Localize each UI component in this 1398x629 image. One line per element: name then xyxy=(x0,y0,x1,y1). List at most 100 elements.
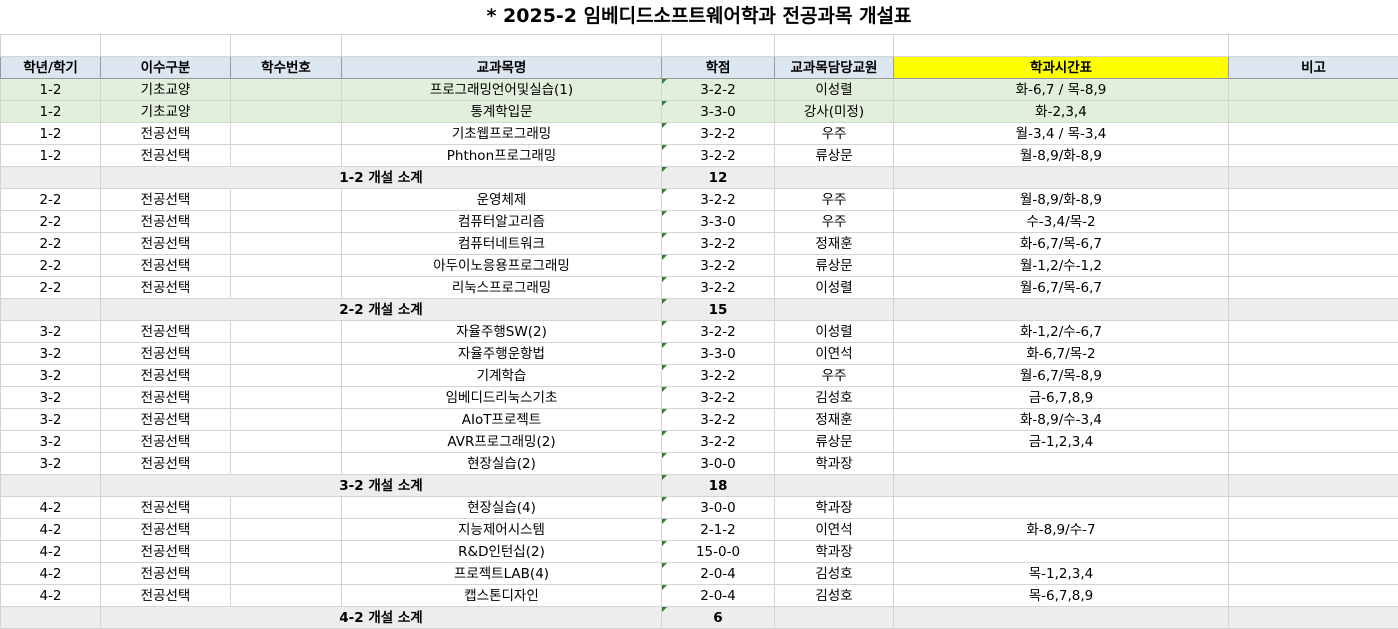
cell-timetable[interactable]: 화-1,2/수-6,7 xyxy=(894,321,1229,343)
cell-timetable[interactable]: 화-6,7/목-2 xyxy=(894,343,1229,365)
cell-credits[interactable]: 3-2-2 xyxy=(662,365,775,387)
cell-course-name[interactable]: 컴퓨터네트워크 xyxy=(342,233,662,255)
header-note[interactable]: 비고 xyxy=(1229,57,1398,79)
cell-year-term[interactable]: 2-2 xyxy=(1,189,101,211)
cell-year-term[interactable]: 1-2 xyxy=(1,79,101,101)
cell-instructor[interactable]: 정재훈 xyxy=(775,409,894,431)
header-credits[interactable]: 학점 xyxy=(662,57,775,79)
cell-timetable[interactable] xyxy=(894,453,1229,475)
cell-year-term[interactable]: 3-2 xyxy=(1,343,101,365)
cell-category[interactable]: 전공선택 xyxy=(101,255,231,277)
cell-timetable[interactable]: 목-6,7,8,9 xyxy=(894,585,1229,607)
header-category[interactable]: 이수구분 xyxy=(101,57,231,79)
cell-timetable[interactable]: 금-6,7,8,9 xyxy=(894,387,1229,409)
cell-note[interactable] xyxy=(1229,255,1398,277)
cell-course-no[interactable] xyxy=(231,453,342,475)
cell-course-name[interactable]: AIoT프로젝트 xyxy=(342,409,662,431)
cell-year-term[interactable]: 2-2 xyxy=(1,233,101,255)
cell-course-no[interactable] xyxy=(231,79,342,101)
cell-year-term[interactable]: 2-2 xyxy=(1,211,101,233)
cell-course-name[interactable]: 프로젝트LAB(4) xyxy=(342,563,662,585)
subtotal-label[interactable]: 3-2 개설 소계 xyxy=(101,475,662,497)
cell-course-name[interactable]: 기초웹프로그래밍 xyxy=(342,123,662,145)
cell-timetable[interactable] xyxy=(894,497,1229,519)
cell-course-no[interactable] xyxy=(231,519,342,541)
cell-course-name[interactable]: Phthon프로그래밍 xyxy=(342,145,662,167)
subtotal-empty-cell[interactable] xyxy=(775,475,894,497)
cell-note[interactable] xyxy=(1229,431,1398,453)
cell-course-name[interactable]: 프로그래밍언어및실습(1) xyxy=(342,79,662,101)
cell-category[interactable]: 전공선택 xyxy=(101,563,231,585)
cell-category[interactable]: 전공선택 xyxy=(101,387,231,409)
cell-instructor[interactable]: 이연석 xyxy=(775,343,894,365)
subtotal-label[interactable]: 4-2 개설 소계 xyxy=(101,607,662,629)
subtotal-empty-cell[interactable] xyxy=(1,299,101,321)
cell-course-no[interactable] xyxy=(231,233,342,255)
cell-year-term[interactable]: 3-2 xyxy=(1,409,101,431)
cell-credits[interactable]: 3-2-2 xyxy=(662,255,775,277)
cell-credits[interactable]: 3-3-0 xyxy=(662,211,775,233)
cell-note[interactable] xyxy=(1229,145,1398,167)
cell-year-term[interactable]: 3-2 xyxy=(1,321,101,343)
cell-year-term[interactable]: 4-2 xyxy=(1,585,101,607)
cell-category[interactable]: 전공선택 xyxy=(101,519,231,541)
cell-instructor[interactable]: 학과장 xyxy=(775,497,894,519)
cell-credits[interactable]: 3-2-2 xyxy=(662,233,775,255)
subtotal-empty-cell[interactable] xyxy=(894,607,1229,629)
header-instructor[interactable]: 교과목담당교원 xyxy=(775,57,894,79)
cell-course-name[interactable]: 캡스톤디자인 xyxy=(342,585,662,607)
cell-timetable[interactable]: 월-8,9/화-8,9 xyxy=(894,145,1229,167)
cell-instructor[interactable]: 정재훈 xyxy=(775,233,894,255)
cell-timetable[interactable]: 월-6,7/목-8,9 xyxy=(894,365,1229,387)
cell-category[interactable]: 전공선택 xyxy=(101,431,231,453)
cell-timetable[interactable]: 월-6,7/목-6,7 xyxy=(894,277,1229,299)
subtotal-empty-cell[interactable] xyxy=(894,299,1229,321)
cell-category[interactable]: 기초교양 xyxy=(101,79,231,101)
cell-course-no[interactable] xyxy=(231,563,342,585)
cell-category[interactable]: 전공선택 xyxy=(101,321,231,343)
cell-instructor[interactable]: 우주 xyxy=(775,211,894,233)
subtotal-value[interactable]: 6 xyxy=(662,607,775,629)
cell-credits[interactable]: 3-3-0 xyxy=(662,343,775,365)
cell-note[interactable] xyxy=(1229,585,1398,607)
cell-year-term[interactable]: 4-2 xyxy=(1,519,101,541)
cell-course-name[interactable]: 아두이노응용프로그래밍 xyxy=(342,255,662,277)
cell-timetable[interactable]: 월-8,9/화-8,9 xyxy=(894,189,1229,211)
cell-course-no[interactable] xyxy=(231,409,342,431)
subtotal-empty-cell[interactable] xyxy=(894,475,1229,497)
cell-category[interactable]: 전공선택 xyxy=(101,211,231,233)
cell-course-name[interactable]: 현장실습(2) xyxy=(342,453,662,475)
cell-credits[interactable]: 3-2-2 xyxy=(662,123,775,145)
cell-credits[interactable]: 3-0-0 xyxy=(662,497,775,519)
cell-category[interactable]: 전공선택 xyxy=(101,233,231,255)
cell-note[interactable] xyxy=(1229,277,1398,299)
cell-note[interactable] xyxy=(1229,563,1398,585)
cell-course-no[interactable] xyxy=(231,541,342,563)
cell-timetable[interactable]: 월-1,2/수-1,2 xyxy=(894,255,1229,277)
cell-instructor[interactable]: 학과장 xyxy=(775,541,894,563)
cell-timetable[interactable]: 화-6,7 / 목-8,9 xyxy=(894,79,1229,101)
cell-course-no[interactable] xyxy=(231,321,342,343)
cell-credits[interactable]: 3-2-2 xyxy=(662,145,775,167)
cell-timetable[interactable]: 월-3,4 / 목-3,4 xyxy=(894,123,1229,145)
cell-timetable[interactable]: 화-2,3,4 xyxy=(894,101,1229,123)
cell-course-name[interactable]: 자율주행SW(2) xyxy=(342,321,662,343)
cell-note[interactable] xyxy=(1229,497,1398,519)
cell-year-term[interactable]: 3-2 xyxy=(1,387,101,409)
cell-credits[interactable]: 3-3-0 xyxy=(662,101,775,123)
cell-timetable[interactable]: 화-6,7/목-6,7 xyxy=(894,233,1229,255)
cell-note[interactable] xyxy=(1229,123,1398,145)
cell-instructor[interactable]: 류상문 xyxy=(775,255,894,277)
cell-category[interactable]: 전공선택 xyxy=(101,189,231,211)
cell-year-term[interactable]: 4-2 xyxy=(1,541,101,563)
cell-instructor[interactable]: 류상문 xyxy=(775,145,894,167)
cell-credits[interactable]: 2-1-2 xyxy=(662,519,775,541)
subtotal-empty-cell[interactable] xyxy=(1229,475,1398,497)
cell-course-name[interactable]: 지능제어시스템 xyxy=(342,519,662,541)
cell-year-term[interactable]: 4-2 xyxy=(1,563,101,585)
cell-category[interactable]: 전공선택 xyxy=(101,123,231,145)
cell-instructor[interactable]: 이연석 xyxy=(775,519,894,541)
subtotal-empty-cell[interactable] xyxy=(775,167,894,189)
cell-course-no[interactable] xyxy=(231,189,342,211)
cell-instructor[interactable]: 김성호 xyxy=(775,387,894,409)
